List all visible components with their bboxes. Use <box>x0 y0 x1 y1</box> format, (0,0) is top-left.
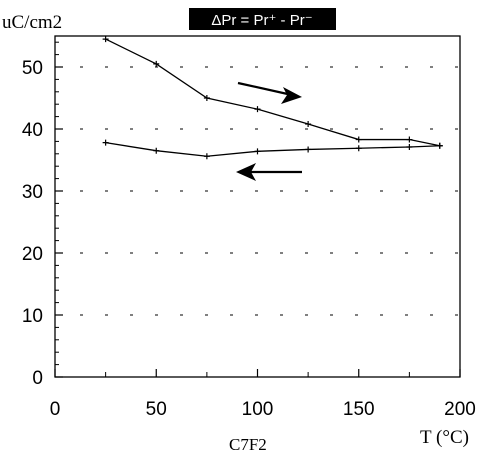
arrow-right <box>237 81 302 104</box>
x-tick-label: 200 <box>444 399 476 420</box>
series-line-1 <box>105 38 440 147</box>
data-point <box>203 153 210 160</box>
arrow-right-head <box>281 87 302 104</box>
data-point <box>355 136 362 143</box>
data-point <box>254 148 261 155</box>
y-tick-label: 40 <box>22 120 43 141</box>
y-tick-label: 50 <box>22 58 43 79</box>
series-line-2 <box>105 141 440 157</box>
data-point <box>355 145 362 152</box>
grid-lines <box>55 66 460 316</box>
data-point <box>305 121 312 128</box>
data-point <box>436 142 443 149</box>
x-tick-label: 150 <box>343 399 375 420</box>
data-point <box>406 143 413 150</box>
y-tick-label: 10 <box>22 306 43 327</box>
y-axis-label: uC/cm2 <box>2 12 62 33</box>
y-tick-label: 0 <box>32 368 43 389</box>
data-point <box>102 139 109 146</box>
data-point <box>153 147 160 154</box>
data-point <box>254 106 261 113</box>
data-point <box>305 146 312 153</box>
x-axis-label: T (°C) <box>420 427 469 448</box>
data-point <box>406 136 413 143</box>
axis-ticks <box>54 41 461 378</box>
title-background <box>189 8 336 30</box>
arrow-left <box>236 163 302 181</box>
data-point <box>203 95 210 101</box>
y-tick-label: 20 <box>22 244 43 265</box>
x-tick-label: 50 <box>146 399 167 420</box>
data-point <box>153 60 160 67</box>
y-tick-label: 30 <box>22 182 43 203</box>
arrow-left-head <box>236 163 256 181</box>
data-point <box>102 36 109 43</box>
x-tick-label: 100 <box>242 399 274 420</box>
chart-title: ΔPr = Pr⁺ - Pr⁻ <box>211 12 312 29</box>
x-tick-label: 0 <box>50 399 61 420</box>
series-lines <box>102 36 443 160</box>
tick-labels: 0 10 20 30 40 50 0 50 100 150 200 <box>22 58 476 420</box>
chart-caption: C7F2 <box>229 435 267 454</box>
arrow-right-shaft <box>237 81 293 97</box>
